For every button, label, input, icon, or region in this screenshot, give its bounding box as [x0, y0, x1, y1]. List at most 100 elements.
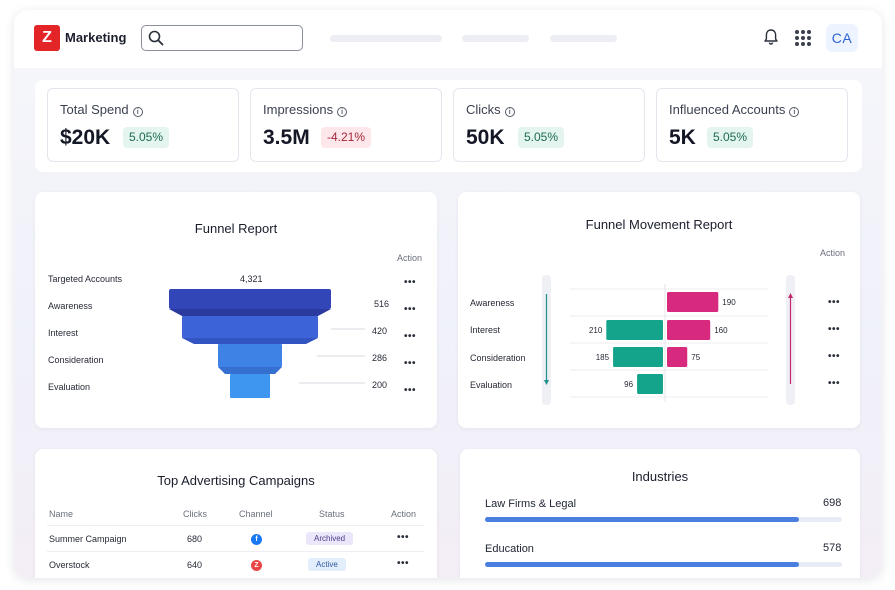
funnel-report-panel: Funnel Report Action Targeted Accounts 4…	[35, 192, 437, 428]
campaigns-panel: Top Advertising Campaigns Name Clicks Ch…	[35, 449, 437, 578]
search-input[interactable]	[141, 25, 303, 51]
search-icon	[148, 30, 164, 46]
kpi-change-badge: 5.05%	[123, 127, 170, 148]
row-action-menu[interactable]: •••	[404, 385, 417, 396]
info-icon[interactable]: i	[132, 107, 143, 117]
movement-value-label: 190	[722, 298, 736, 307]
funnel-tier-shadow	[182, 338, 318, 344]
movement-stage-label: Interest	[470, 325, 501, 335]
funnel-stage-label: Evaluation	[48, 382, 91, 392]
panel-title: Top Advertising Campaigns	[157, 473, 315, 488]
movement-value-label: 96	[624, 380, 633, 389]
row-action-menu[interactable]: •••	[828, 351, 841, 362]
funnel-stage-value: 200	[372, 380, 388, 390]
funnel-stage-value: 420	[372, 326, 388, 336]
kpi-label: Total Spend i	[60, 102, 143, 117]
row-action-menu[interactable]: •••	[404, 331, 417, 342]
kpi-value: 3.5M	[263, 126, 310, 149]
campaign-clicks: 680	[187, 534, 203, 544]
bell-icon[interactable]	[763, 28, 779, 46]
funnel-tier-evaluation[interactable]	[230, 374, 270, 398]
kpi-change-badge: 5.05%	[518, 127, 565, 148]
funnel-tier-interest[interactable]	[182, 316, 318, 338]
industries-panel: Industries Law Firms & Legal 698 Educati…	[460, 449, 860, 578]
funnel-stage-label: Interest	[48, 328, 79, 338]
kpi-card-total-spend[interactable]: Total Spend i $20K 5.05%	[47, 88, 239, 162]
app-window: Z Marketing CA Total Spend i $20K 5.05%	[14, 10, 882, 578]
kpi-change-badge: -4.21%	[321, 127, 372, 148]
apps-grid-icon[interactable]	[795, 30, 811, 46]
industry-label: Law Firms & Legal	[485, 498, 577, 510]
column-header-channel[interactable]: Channel	[239, 509, 273, 519]
movement-bar-down[interactable]	[613, 347, 663, 367]
row-action-menu[interactable]: •••	[397, 532, 410, 543]
kpi-row: Total Spend i $20K 5.05% Impressions i 3.5…	[35, 80, 862, 172]
info-icon[interactable]: i	[504, 107, 515, 117]
table-divider	[47, 525, 424, 526]
funnel-movement-chart: 190 210 160 185 75 96	[542, 275, 795, 405]
nav-placeholder-1[interactable]	[330, 35, 442, 42]
movement-bar-down[interactable]	[637, 374, 663, 394]
nav-placeholder-2[interactable]	[462, 35, 529, 42]
movement-value-label: 75	[691, 353, 700, 362]
funnel-chart	[169, 289, 365, 398]
industry-bar-fill	[485, 517, 800, 522]
funnel-stage-value: 516	[374, 299, 390, 309]
info-icon[interactable]: i	[337, 107, 348, 117]
row-action-menu[interactable]: •••	[828, 378, 841, 389]
row-action-menu[interactable]: •••	[404, 277, 417, 288]
campaign-name[interactable]: Summer Campaign	[49, 534, 127, 544]
funnel-tier-consideration[interactable]	[218, 344, 282, 367]
movement-value-label: 160	[714, 326, 728, 335]
row-action-menu[interactable]: •••	[828, 324, 841, 335]
campaign-clicks: 640	[187, 560, 203, 570]
kpi-value: 5K	[669, 126, 696, 149]
kpi-card-influenced-accounts[interactable]: Influenced Accounts i 5K 5.05%	[656, 88, 848, 162]
movement-bar-up[interactable]	[667, 292, 719, 312]
panel-title: Industries	[631, 469, 689, 484]
funnel-stage-value: 286	[372, 353, 388, 363]
funnel-movement-panel: Funnel Movement Report Action Awareness …	[458, 192, 860, 428]
kpi-card-impressions[interactable]: Impressions i 3.5M -4.21%	[250, 88, 442, 162]
info-icon[interactable]: i	[789, 107, 800, 117]
nav-placeholder-3[interactable]	[550, 35, 617, 42]
movement-bar-up[interactable]	[667, 347, 688, 367]
app-logo[interactable]: Z	[34, 25, 60, 51]
industry-value: 698	[823, 497, 842, 509]
zoho-icon: Z	[251, 560, 262, 571]
column-header-action[interactable]: Action	[391, 509, 417, 519]
funnel-stage-label: Awareness	[48, 301, 93, 311]
funnel-tier-awareness[interactable]	[169, 289, 331, 309]
column-header-status[interactable]: Status	[319, 509, 345, 519]
row-action-menu[interactable]: •••	[404, 304, 417, 315]
funnel-stage-label: Targeted Accounts	[48, 274, 123, 284]
user-avatar[interactable]: CA	[826, 24, 858, 52]
panel-title: Funnel Report	[194, 221, 278, 236]
kpi-change-badge: 5.05%	[707, 127, 754, 148]
movement-value-label: 210	[589, 326, 603, 335]
campaign-name[interactable]: Overstock	[49, 560, 90, 570]
movement-bar-up[interactable]	[667, 320, 711, 340]
movement-stage-label: Consideration	[470, 353, 526, 363]
app-name: Marketing	[65, 30, 127, 45]
kpi-card-clicks[interactable]: Clicks i 50K 5.05%	[453, 88, 645, 162]
table-divider	[47, 551, 424, 552]
kpi-label: Impressions i	[263, 102, 348, 117]
row-action-menu[interactable]: •••	[828, 297, 841, 308]
up-arrow-icon	[788, 293, 793, 298]
down-arrow-icon	[544, 380, 549, 385]
industry-bar-fill	[485, 562, 800, 567]
funnel-stage-value: 4,321	[240, 274, 263, 284]
row-action-menu[interactable]: •••	[404, 358, 417, 369]
funnel-tier-shadow	[169, 309, 331, 316]
column-header-clicks[interactable]: Clicks	[183, 509, 207, 519]
action-column-header: Action	[397, 253, 423, 263]
industry-value: 578	[823, 542, 842, 554]
movement-stage-label: Awareness	[470, 298, 515, 308]
top-header: Z Marketing CA	[14, 10, 882, 68]
status-badge: Active	[308, 558, 346, 571]
row-action-menu[interactable]: •••	[397, 558, 410, 569]
column-header-name[interactable]: Name	[49, 509, 74, 519]
action-column-header: Action	[820, 248, 846, 258]
movement-bar-down[interactable]	[606, 320, 663, 340]
